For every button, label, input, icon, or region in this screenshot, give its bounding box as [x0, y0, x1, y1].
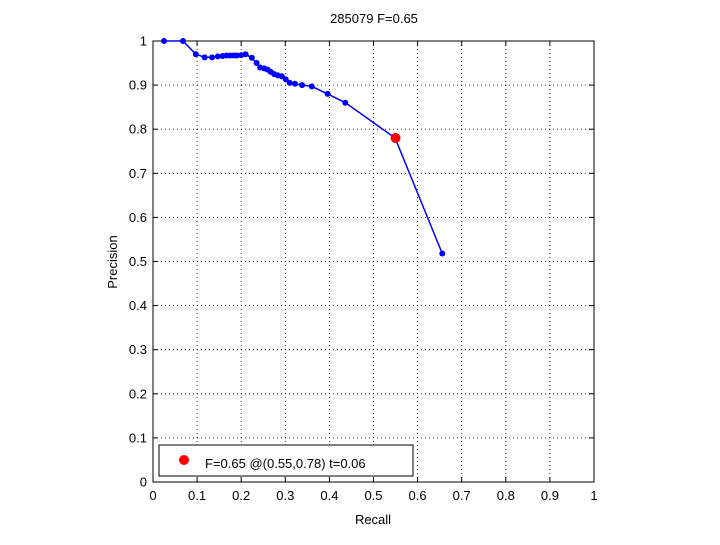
x-tick-label: 0.9	[541, 488, 559, 503]
y-tick-label: 0	[140, 475, 147, 490]
y-tick-label: 0.5	[129, 254, 147, 269]
x-axis-label: Recall	[355, 512, 391, 527]
legend-box	[158, 444, 414, 477]
x-tick-label: 0.2	[232, 488, 250, 503]
data-point	[286, 79, 293, 86]
data-point	[192, 51, 199, 58]
y-tick-label: 0.4	[129, 298, 147, 313]
data-point	[342, 99, 349, 106]
x-tick-label: 0	[149, 488, 156, 503]
y-tick-label: 0.1	[129, 430, 147, 445]
grid-lines	[153, 41, 594, 482]
legend-entry: F=0.65 @(0.55,0.78) t=0.06	[205, 456, 366, 471]
chart-title: 285079 F=0.65	[330, 11, 418, 26]
data-point	[324, 90, 331, 97]
y-tick-label: 0.8	[129, 122, 147, 137]
y-tick-label: 0.9	[129, 78, 147, 93]
legend-marker	[179, 455, 189, 465]
y-axis-label: Precision	[105, 235, 120, 288]
data-point	[248, 54, 255, 61]
data-point	[161, 38, 168, 44]
data-point	[233, 52, 240, 59]
x-tick-label: 0.3	[276, 488, 294, 503]
data-point	[179, 38, 186, 44]
x-tick-label: 0.8	[497, 488, 515, 503]
data-point	[282, 76, 289, 83]
y-tick-label: 0.6	[129, 210, 147, 225]
data-point	[242, 51, 249, 58]
y-tick-label: 0.2	[129, 386, 147, 401]
x-tick-label: 1	[590, 488, 597, 503]
x-tick-label: 0.6	[409, 488, 427, 503]
legend: F=0.65 @(0.55,0.78) t=0.06	[158, 444, 414, 477]
data-point	[201, 54, 208, 61]
data-point	[209, 54, 216, 61]
highlight-layer	[390, 133, 401, 144]
data-series	[161, 38, 446, 257]
data-point	[214, 53, 221, 60]
best-f-point	[390, 133, 401, 144]
data-point	[439, 250, 446, 257]
data-point	[253, 60, 260, 67]
y-tick-label: 0.7	[129, 166, 147, 181]
data-point	[292, 80, 299, 87]
data-point	[308, 83, 315, 90]
series-line	[164, 40, 443, 254]
x-tick-label: 0.1	[188, 488, 206, 503]
x-tick-label: 0.5	[364, 488, 382, 503]
x-tick-label: 0.7	[453, 488, 471, 503]
y-tick-label: 1	[140, 34, 147, 49]
axis-ticks: 0 0.1 0.2 0.3 0.4 0.5 0.6 0.7 0.8 0.9 1 0 0.1 0.2 0.3 0…	[129, 34, 598, 504]
x-tick-label: 0.4	[320, 488, 338, 503]
y-tick-label: 0.3	[129, 342, 147, 357]
data-point	[299, 82, 306, 89]
